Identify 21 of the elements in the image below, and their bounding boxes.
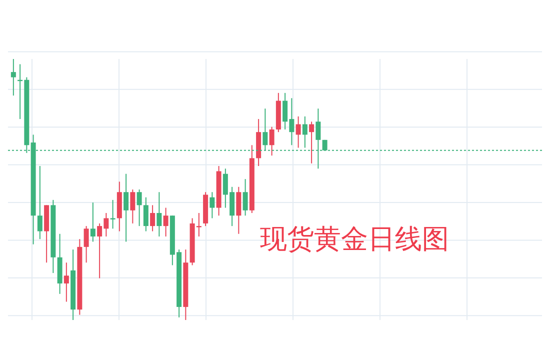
candlestick [210,192,215,219]
candlestick [10,59,16,96]
candlestick [37,166,42,240]
candlestick [156,192,162,237]
candlestick [130,189,136,224]
candlestick [163,207,168,237]
text: 现货黄金日线图 [260,222,449,257]
candlestick [269,126,274,156]
candlestick [242,178,248,216]
candlestick [302,116,308,148]
candlestick [296,116,301,148]
candlestick [90,202,96,242]
candlestick [110,199,116,230]
candlestick [150,204,156,232]
candlestick [124,173,129,242]
candlestick [64,262,69,302]
candlestick [136,189,142,227]
candlestick [84,226,89,264]
candlestick [143,196,148,232]
candlestick [236,186,242,234]
candlestick [309,121,314,164]
